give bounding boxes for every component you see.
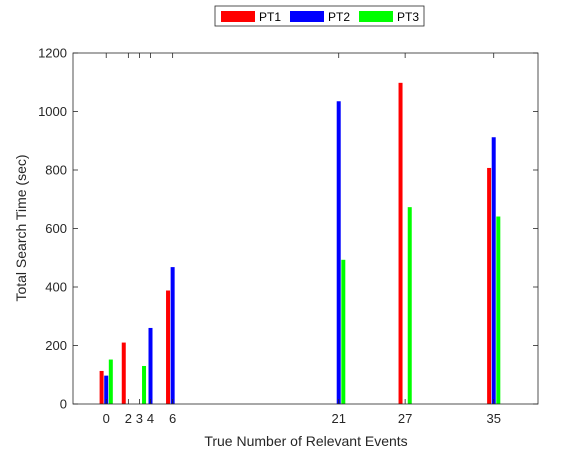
bar-pt1-x6 (166, 290, 171, 404)
bar-pt2-x0 (104, 375, 109, 404)
x-tick-label: 2 (125, 411, 132, 426)
bar-pt3-x27 (407, 207, 412, 404)
y-tick-label: 400 (45, 280, 67, 295)
bar-pt1-x2 (121, 342, 126, 404)
plot-area (73, 53, 538, 404)
y-tick-label: 200 (45, 338, 67, 353)
legend-swatch-pt2 (290, 11, 324, 22)
bar-pt1-x0 (99, 370, 104, 404)
x-tick-label: 0 (103, 411, 110, 426)
y-tick-label: 0 (60, 397, 67, 412)
bar-pt3-x0 (108, 359, 113, 404)
bar-pt2-x4 (148, 327, 153, 404)
x-tick-label: 6 (169, 411, 176, 426)
legend-label-pt3: PT3 (397, 10, 419, 24)
bar-pt1-x27 (398, 82, 403, 404)
y-axis-label: Total Search Time (sec) (13, 154, 29, 301)
legend-swatch-pt1 (221, 11, 255, 22)
legend: PT1 PT2 PT3 (214, 5, 425, 27)
y-tick-label: 1000 (38, 104, 67, 119)
bar-pt3-x3 (142, 365, 147, 404)
bar-pt2-x35 (491, 137, 496, 405)
y-tick-label: 1200 (38, 46, 67, 61)
bar-pt3-x35 (496, 216, 501, 404)
x-axis-label: True Number of Relevant Events (204, 433, 407, 449)
x-tick-label: 27 (398, 411, 412, 426)
x-tick-label: 21 (331, 411, 345, 426)
legend-label-pt1: PT1 (259, 10, 281, 24)
y-tick-label: 800 (45, 163, 67, 178)
bar-pt2-x21 (336, 101, 341, 404)
bar-pt1-x35 (487, 167, 492, 404)
x-tick-label: 35 (486, 411, 500, 426)
legend-label-pt2: PT2 (328, 10, 350, 24)
bar-pt2-x6 (170, 267, 175, 404)
x-tick-label: 3 (136, 411, 143, 426)
legend-swatch-pt3 (359, 11, 393, 22)
bars (99, 82, 501, 405)
bar-pt3-x21 (341, 259, 346, 404)
x-tick-label: 4 (147, 411, 154, 426)
y-tick-label: 600 (45, 221, 67, 236)
